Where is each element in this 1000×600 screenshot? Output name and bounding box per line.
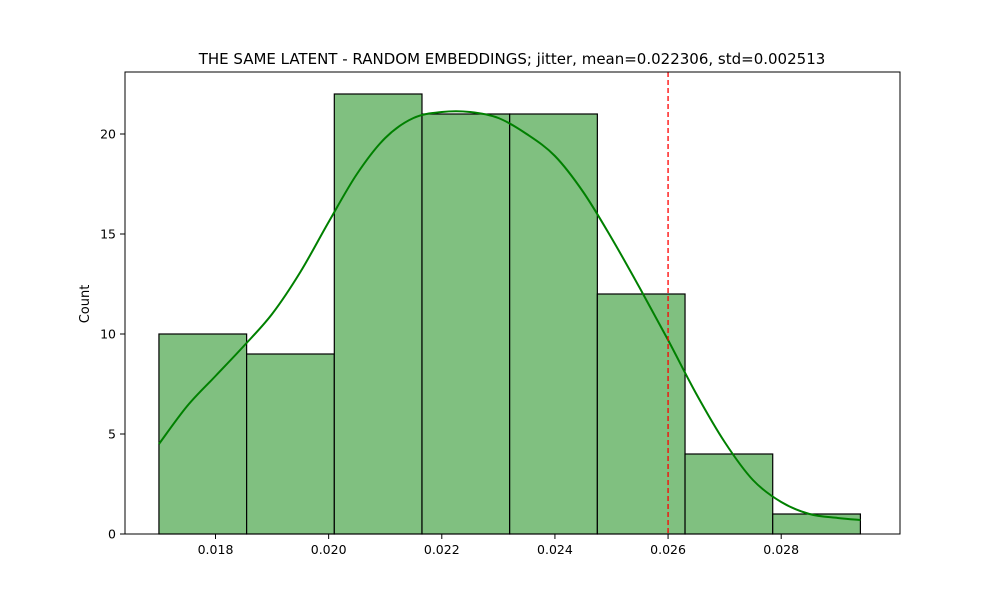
x-tick-label: 0.022 xyxy=(424,542,460,557)
x-tick-label: 0.018 xyxy=(198,542,234,557)
histogram-bar xyxy=(596,293,686,535)
y-tick-label: 0 xyxy=(108,527,116,542)
x-tick-label: 0.026 xyxy=(650,542,686,557)
y-tick-label: 5 xyxy=(108,427,116,442)
x-tick-label: 0.024 xyxy=(537,542,573,557)
y-axis-label: Count xyxy=(78,285,93,324)
y-axis-ticks: 0 5 10 15 20 xyxy=(100,127,125,542)
histogram-bars xyxy=(158,93,862,535)
chart-title: THE SAME LATENT - RANDOM EMBEDDINGS; jit… xyxy=(198,50,826,68)
x-axis-ticks: 0.018 0.020 0.022 0.024 0.026 0.028 xyxy=(198,534,799,557)
y-tick-label: 20 xyxy=(100,127,116,142)
y-tick-label: 15 xyxy=(100,227,116,242)
y-tick-label: 10 xyxy=(100,327,116,342)
histogram-bar xyxy=(509,113,598,535)
axes-frame xyxy=(124,71,901,535)
histogram-bar xyxy=(684,453,774,535)
histogram-bar xyxy=(246,353,335,535)
histogram-bar xyxy=(421,113,511,535)
x-tick-label: 0.020 xyxy=(311,542,347,557)
x-tick-label: 0.028 xyxy=(763,542,799,557)
kde-curve xyxy=(158,110,861,521)
histogram-bar xyxy=(333,93,423,535)
histogram-bar xyxy=(772,513,862,535)
histogram-bar xyxy=(158,333,248,535)
